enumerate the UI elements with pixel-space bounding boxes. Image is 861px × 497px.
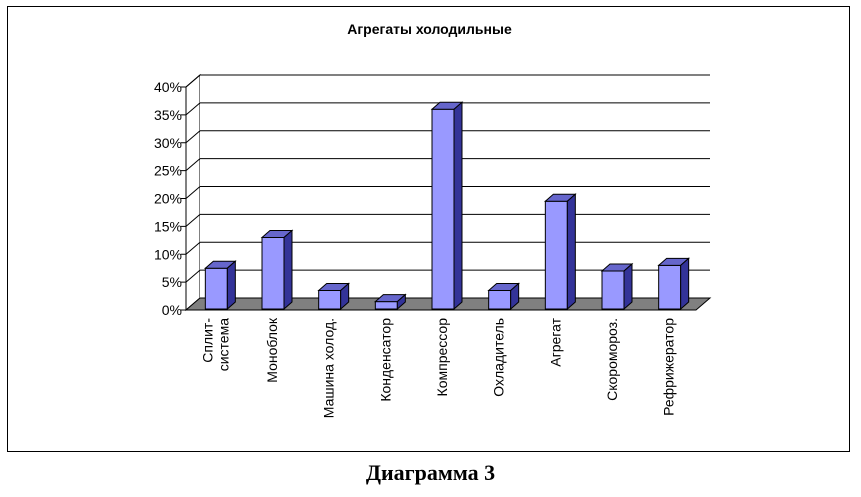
bar (544, 193, 577, 311)
bar (204, 260, 237, 311)
bar-front (431, 108, 455, 310)
bar-side (340, 282, 350, 311)
x-tick-label: Сплит-система (199, 318, 231, 372)
x-tick-label: Рефрижератор (661, 318, 677, 416)
gridline-side (185, 74, 201, 88)
bar-front (658, 264, 682, 310)
bar-front (318, 289, 342, 310)
bar-front (261, 237, 285, 310)
y-tick-label: 40% (154, 79, 182, 95)
gridline-side (185, 269, 201, 283)
gridline-side (185, 186, 201, 199)
gridline-side (185, 241, 201, 255)
x-tick-label: Компрессор (434, 318, 450, 397)
bar-side (680, 257, 690, 311)
gridline-side (185, 130, 201, 144)
gridline-side (185, 102, 201, 116)
figure-caption: Диаграмма 3 (365, 460, 496, 485)
bar-front (204, 267, 228, 310)
gridline-side (185, 213, 201, 227)
bar (374, 293, 407, 311)
bar-side (453, 101, 463, 311)
x-tick-label: Конденсатор (377, 318, 393, 402)
bar (487, 282, 520, 311)
bar-front (544, 200, 568, 310)
chart-title: Агрегаты холодильные (347, 21, 512, 37)
bar-side (566, 193, 576, 311)
bar (260, 229, 294, 311)
x-tick-label: Охладитель (491, 318, 507, 397)
y-tick-label: 20% (154, 191, 182, 207)
bar-side (396, 293, 406, 311)
y-tick-label: 5% (162, 274, 182, 290)
x-tick-label: Скоромороз. (604, 318, 620, 401)
y-tick-label: 0% (162, 302, 182, 318)
bar-front (488, 289, 512, 310)
y-tick-label: 35% (154, 107, 182, 123)
x-tick-label: Моноблок (264, 317, 280, 383)
gridline-side (185, 158, 201, 172)
bar (657, 257, 690, 311)
bar-side (623, 262, 633, 311)
y-tick-label: 10% (154, 246, 182, 262)
bar-side (226, 260, 236, 311)
bar (430, 101, 464, 311)
bar (600, 262, 634, 311)
bar-front (601, 270, 625, 310)
bar-side (283, 229, 293, 311)
bar-front (374, 301, 398, 310)
x-tick-label: Агрегат (547, 317, 563, 366)
x-tick-label: Машина холод. (321, 318, 337, 418)
y-tick-label: 30% (154, 135, 182, 151)
bar (317, 282, 350, 311)
bar-side (510, 282, 520, 311)
y-tick-label: 25% (154, 163, 182, 179)
y-tick-label: 15% (154, 218, 182, 234)
